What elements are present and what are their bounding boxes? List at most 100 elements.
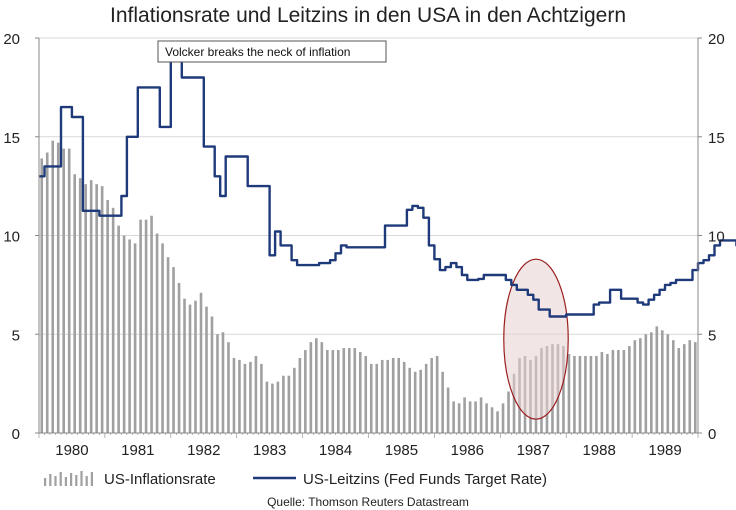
source-note: Quelle: Thomson Reuters Datastream [267, 495, 469, 509]
inflation-bars [40, 140, 697, 434]
inflation-bar-4 [62, 148, 66, 433]
inflation-bar-35 [232, 357, 236, 433]
inflation-bar-61 [375, 363, 379, 433]
inflation-bar-54 [336, 350, 340, 433]
inflation-bar-107 [628, 346, 631, 433]
legend-bar-4 [64, 477, 67, 486]
inflation-bar-39 [254, 355, 258, 433]
inflation-bar-53 [331, 350, 335, 433]
fed-funds-line [39, 56, 736, 318]
inflation-bar-74 [446, 387, 450, 433]
inflation-bar-11 [100, 186, 104, 433]
inflation-bar-100 [589, 355, 593, 433]
inflation-bar-70 [424, 363, 428, 433]
inflation-bar-14 [117, 225, 120, 433]
gridlines [39, 37, 698, 335]
x-tick-label-1988: 1988 [582, 442, 615, 459]
inflation-bar-52 [326, 350, 329, 433]
x-tick-label-1989: 1989 [648, 442, 681, 459]
inflation-bar-78 [468, 401, 472, 433]
y-tick-labels-right: 0 5 10 15 20 [708, 31, 725, 443]
inflation-bar-15 [122, 235, 126, 433]
legend-bar-5 [70, 473, 73, 486]
y-tick-label-right-10: 10 [708, 229, 725, 246]
axes [35, 37, 702, 438]
inflation-bar-112 [655, 326, 659, 433]
fed-funds-line-group [39, 56, 736, 318]
inflation-bar-46 [293, 367, 296, 433]
inflation-bar-2 [51, 140, 55, 433]
inflation-bar-99 [584, 355, 587, 433]
inflation-bar-36 [238, 359, 241, 433]
inflation-bar-27 [188, 304, 192, 433]
inflation-bar-63 [386, 359, 390, 433]
x-tick-labels: 1980 1981 1982 1983 1984 1985 1986 1987 1988 1989 [55, 442, 681, 459]
inflation-bar-34 [227, 342, 230, 433]
inflation-bar-98 [578, 355, 582, 433]
inflation-bar-84 [501, 403, 505, 433]
inflation-bar-33 [221, 332, 225, 433]
inflation-bar-76 [457, 403, 461, 433]
inflation-bar-29 [199, 292, 203, 433]
inflation-bar-95 [562, 346, 565, 433]
inflation-bar-56 [347, 348, 351, 433]
inflation-bar-67 [408, 367, 411, 433]
inflation-bar-110 [644, 334, 648, 433]
inflation-bar-51 [320, 342, 324, 433]
x-tick-label-1983: 1983 [253, 442, 286, 459]
legend-bar-7 [80, 471, 83, 486]
inflation-bar-66 [402, 361, 406, 433]
inflation-bar-85 [507, 391, 510, 433]
inflation-bar-44 [282, 375, 285, 433]
legend-bar-6 [75, 475, 78, 486]
inflation-bar-48 [304, 350, 307, 433]
inflation-bar-31 [210, 316, 214, 433]
inflation-bar-40 [260, 363, 263, 433]
annotation-box [157, 40, 387, 63]
inflation-bar-116 [677, 348, 681, 433]
inflation-bar-60 [369, 363, 373, 433]
inflation-bar-49 [309, 342, 313, 433]
inflation-bar-3 [56, 142, 60, 434]
inflation-bar-37 [243, 363, 247, 433]
inflation-bar-50 [315, 338, 318, 433]
inflation-bar-119 [693, 342, 697, 433]
inflation-bar-82 [490, 407, 494, 433]
inflation-bar-73 [441, 371, 444, 433]
inflation-bar-28 [194, 300, 197, 433]
y-tick-label-left-0: 0 [12, 426, 20, 443]
inflation-bar-64 [391, 357, 395, 433]
inflation-bar-77 [463, 397, 466, 433]
inflation-bar-86 [512, 373, 516, 433]
legend-bar-1 [49, 474, 52, 486]
y-tick-labels-left: 0 5 10 15 20 [3, 31, 20, 443]
inflation-bar-42 [271, 383, 274, 433]
inflation-bar-83 [496, 411, 499, 433]
inflation-bar-43 [276, 381, 280, 433]
inflation-bar-26 [183, 298, 186, 433]
inflation-bar-102 [600, 352, 604, 433]
legend-bar-2 [54, 476, 57, 486]
inflation-bar-115 [671, 340, 675, 433]
legend-bar-9 [90, 472, 93, 486]
inflation-bar-17 [133, 243, 137, 433]
highlight-group [503, 258, 569, 420]
inflation-bar-10 [95, 184, 98, 433]
y-tick-label-left-10: 10 [3, 229, 20, 246]
y-tick-label-right-0: 0 [708, 426, 716, 443]
inflation-bar-9 [89, 180, 93, 433]
inflation-bar-81 [485, 403, 488, 433]
inflation-bar-22 [161, 243, 164, 433]
y-tick-label-right-15: 15 [708, 130, 725, 147]
inflation-bar-32 [216, 334, 219, 433]
y-tick-label-right-5: 5 [708, 327, 716, 344]
inflation-bar-97 [573, 355, 576, 433]
inflation-bar-96 [567, 354, 571, 433]
inflation-bar-114 [666, 334, 670, 433]
inflation-bar-0 [40, 158, 44, 433]
inflation-bar-68 [413, 371, 417, 433]
inflation-bar-111 [650, 332, 653, 433]
legend-fed-funds-label: US-Leitzins (Fed Funds Target Rate) [303, 471, 547, 488]
inflation-bar-8 [84, 184, 87, 433]
inflation-bar-80 [479, 397, 483, 433]
